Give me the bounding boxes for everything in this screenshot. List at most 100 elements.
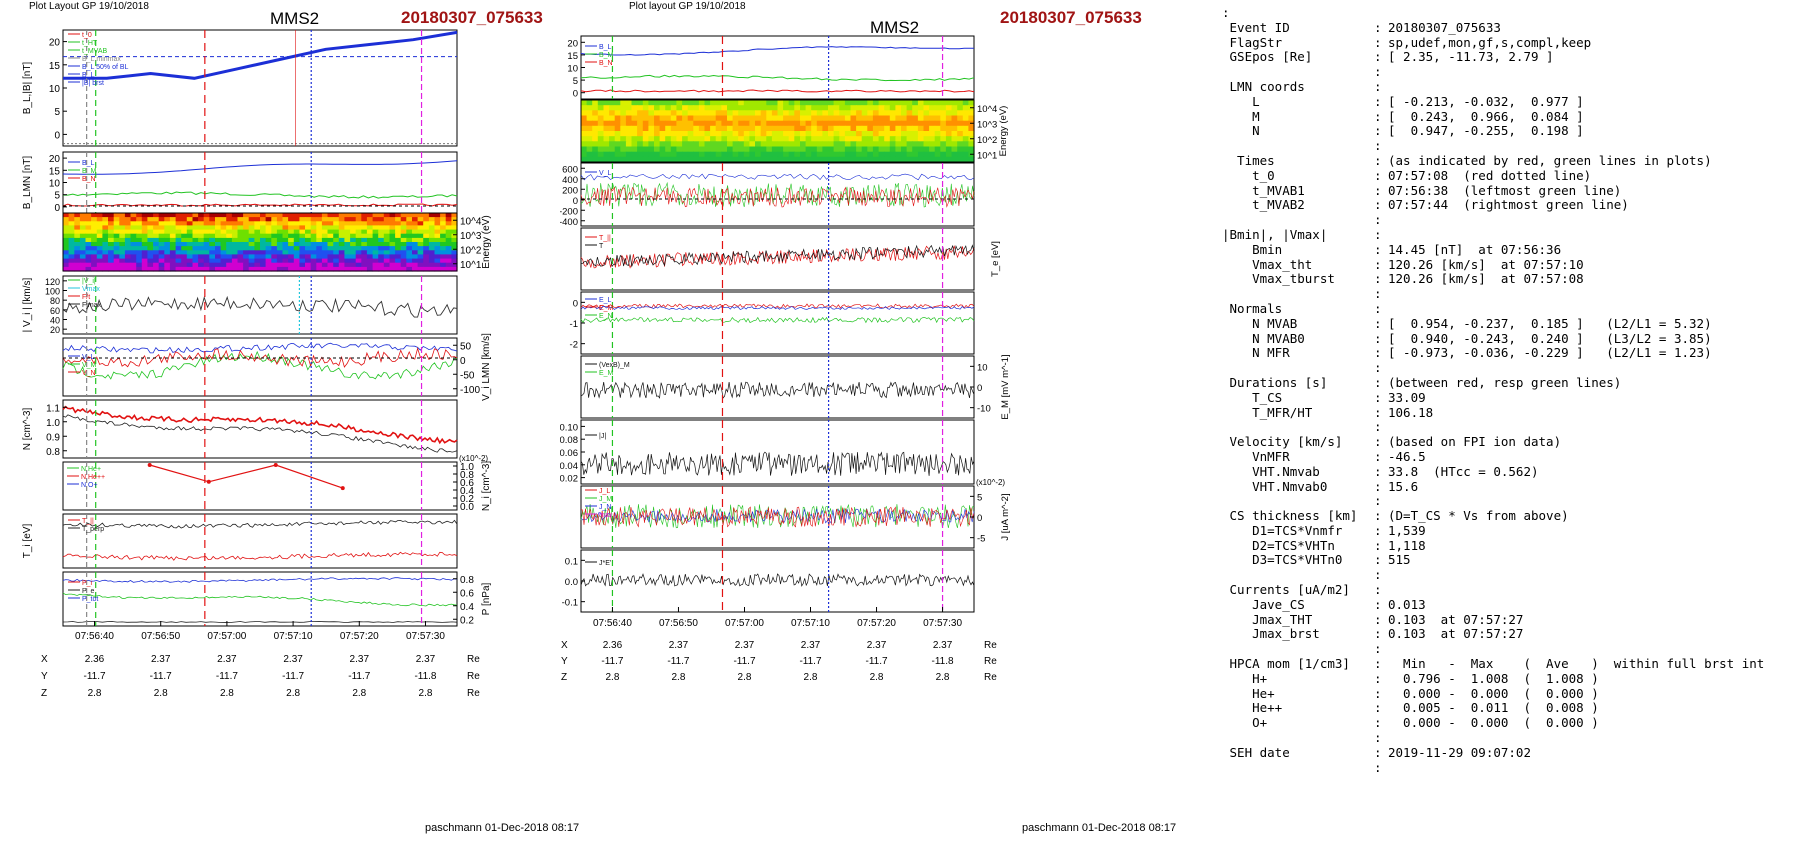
ion-spectrogram-cell bbox=[215, 254, 222, 260]
p-legend-label: P_e bbox=[82, 588, 95, 595]
ion-spectrogram-cell bbox=[141, 229, 148, 235]
ion-spectrogram-cell bbox=[237, 213, 244, 218]
electron-spectrogram-cell bbox=[620, 115, 627, 122]
ion-spectrogram-cell bbox=[276, 213, 284, 218]
summary-key: VnMFR bbox=[1222, 448, 1290, 464]
electron-spectrogram-cell bbox=[945, 110, 953, 117]
ion-spectrogram-cell bbox=[108, 254, 115, 260]
ion-spectrogram-cell bbox=[254, 213, 261, 218]
ion-spectrogram-cell bbox=[164, 225, 171, 231]
electron-spectrogram-cell bbox=[850, 100, 857, 106]
ion-spectrogram-cell bbox=[102, 233, 109, 239]
electron-spectrogram-cell bbox=[771, 125, 779, 132]
electron-spectrogram-cell bbox=[828, 146, 835, 153]
ion-spectrogram-cell bbox=[96, 262, 103, 268]
electron-spectrogram-cell bbox=[603, 146, 610, 153]
mid-pos-value: 2.37 bbox=[933, 640, 953, 651]
em-ylabel: E_M [mV m^-1] bbox=[1000, 354, 1011, 419]
electron-spectrogram-cell bbox=[816, 136, 823, 142]
electron-spectrogram-cell bbox=[620, 156, 627, 163]
ion-spectrogram-cell bbox=[74, 266, 81, 272]
electron-spectrogram-cell bbox=[614, 131, 621, 137]
summary-key: Vmax_tht bbox=[1222, 256, 1313, 272]
left-pos-value: 2.8 bbox=[88, 688, 102, 699]
ion-spectrogram-cell bbox=[321, 213, 329, 218]
em-tick-label: 0 bbox=[977, 383, 982, 394]
electron-spectrogram-cell bbox=[839, 146, 846, 153]
electron-spectrogram-cell bbox=[693, 115, 700, 122]
electron-spectrogram-cell bbox=[839, 110, 846, 117]
ion-spectrogram-cell bbox=[130, 217, 137, 222]
electron-spectrogram-cell bbox=[732, 110, 739, 117]
ion-spectrogram-cell bbox=[220, 266, 227, 272]
electron-spectrogram-cell bbox=[816, 100, 823, 106]
electron-spectrogram-cell bbox=[828, 141, 835, 148]
electron-spectrogram-cell bbox=[586, 120, 593, 127]
ion-spectrogram-cell bbox=[243, 266, 250, 272]
electron-spectrogram-cell bbox=[783, 136, 790, 142]
ve-legend-label: V_L bbox=[599, 170, 612, 177]
v-abs-tick-label: 40 bbox=[50, 316, 60, 326]
electron-spectrogram-cell bbox=[642, 105, 649, 111]
b-lmn-ylabel: B_LMN [nT] bbox=[22, 156, 33, 210]
electron-spectrogram-cell bbox=[822, 141, 829, 148]
electron-spectrogram-cell bbox=[805, 131, 812, 137]
electron-spectrogram-cell bbox=[872, 141, 880, 148]
jl-tick-label: 5 bbox=[977, 492, 982, 503]
electron-spectrogram-cell bbox=[609, 125, 616, 132]
summary-sep: : bbox=[1374, 108, 1382, 124]
summary-sep: : bbox=[1374, 286, 1382, 302]
electron-spectrogram-cell bbox=[620, 110, 627, 117]
ion-spectrogram-cell bbox=[288, 250, 295, 255]
ion-spectrogram-cell bbox=[136, 221, 143, 226]
mid-b-lmn-tick-label: 20 bbox=[567, 38, 578, 49]
ion-spectrogram-cell bbox=[63, 233, 70, 239]
electron-spectrogram-cell bbox=[816, 120, 823, 127]
middle-footer: paschmann 01-Dec-2018 08:17 bbox=[1022, 822, 1177, 834]
electron-spectrogram-cell bbox=[867, 136, 874, 142]
b-lmn-tick-label: 20 bbox=[49, 154, 61, 165]
electron-spectrogram-cell bbox=[682, 151, 689, 158]
electron-spectrogram-cell bbox=[766, 131, 773, 137]
ion-spectrogram-cell bbox=[119, 254, 126, 260]
ion-spectrogram-cell bbox=[366, 237, 374, 243]
ion-spectrogram-cell bbox=[338, 225, 345, 231]
ion-spectrogram-cell bbox=[389, 229, 396, 235]
electron-spectrogram-cell bbox=[945, 141, 953, 148]
summary-row: D3=TCS*VHTn0:515 bbox=[1222, 553, 1802, 568]
ion-spectrogram-cell bbox=[237, 258, 244, 264]
electron-spectrogram-cell bbox=[581, 110, 588, 117]
electron-spectrogram-cell bbox=[637, 120, 644, 127]
ion-spectrogram-cell bbox=[63, 217, 70, 222]
ion-spectrogram-cell bbox=[124, 233, 132, 239]
ion-spectrogram-cell bbox=[192, 225, 199, 231]
electron-spectrogram-cell bbox=[895, 120, 902, 127]
ion-spectrogram-cell bbox=[406, 254, 413, 260]
electron-spectrogram-cell bbox=[620, 146, 627, 153]
electron-spectrogram-cell bbox=[603, 110, 610, 117]
ion-spectrogram-cell bbox=[113, 262, 120, 268]
electron-spectrogram-cell bbox=[957, 151, 964, 158]
electron-spectrogram-cell bbox=[631, 156, 638, 163]
ion-spectrogram-cell bbox=[96, 233, 103, 239]
electron-spectrogram-cell bbox=[951, 151, 958, 158]
ion-spectrogram-cell bbox=[147, 233, 154, 239]
ion-spectrogram-cell bbox=[153, 225, 160, 231]
electron-spectrogram-cell bbox=[906, 146, 913, 153]
electron-spectrogram-cell bbox=[861, 131, 868, 137]
summary-sep: : bbox=[1374, 670, 1382, 686]
electron-spectrogram-cell bbox=[659, 136, 666, 142]
mid-b-series-l bbox=[580, 46, 974, 56]
electron-spectrogram-cell bbox=[884, 120, 891, 127]
electron-spectrogram-cell bbox=[923, 100, 930, 106]
ion-spectrogram-cell bbox=[276, 233, 284, 239]
ion-spectrogram-cell bbox=[361, 242, 368, 247]
ion-spectrogram-cell bbox=[220, 213, 227, 218]
ion-spectrogram-cell bbox=[79, 254, 87, 260]
ion-spectrogram-cell bbox=[141, 262, 148, 268]
ion-spectrogram-cell bbox=[243, 258, 250, 264]
ion-spectrogram-cell bbox=[119, 221, 126, 226]
summary-row: VHT.Nmvab0:15.6 bbox=[1222, 479, 1802, 495]
ion-spectrogram-cell bbox=[282, 250, 289, 255]
ion-spectrogram-cell bbox=[79, 221, 87, 226]
